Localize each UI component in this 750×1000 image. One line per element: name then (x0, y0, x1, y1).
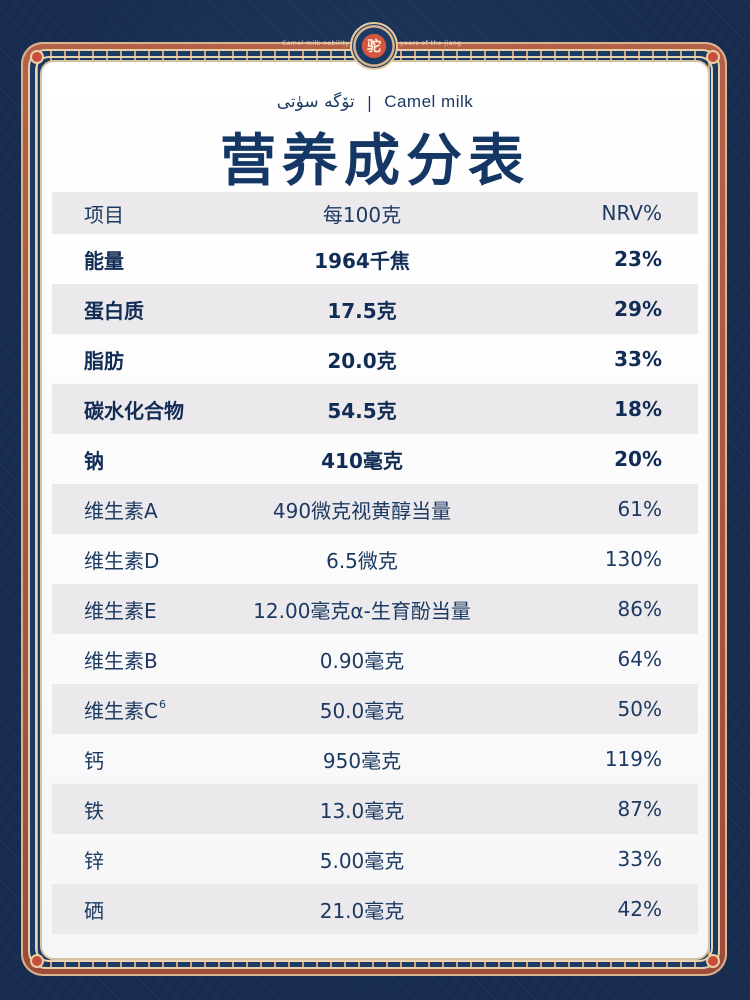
nrv-value: 50% (617, 697, 662, 721)
nutrient-name: 锌 (52, 845, 272, 874)
nutrient-name: 蛋白质 (52, 295, 272, 324)
corner-ornament-icon (706, 954, 720, 968)
nutrient-name: 硒 (52, 895, 272, 924)
nutrient-label: 维生素E (84, 598, 157, 623)
table-row: 钠 410毫克 20% (52, 434, 698, 484)
brand-emblem-icon: 驼 (350, 22, 398, 70)
per-100g-value: 410毫克 (321, 448, 403, 473)
per-100g-value: 21.0毫克 (319, 898, 405, 923)
subtitle-separator: | (366, 92, 373, 112)
table-row: 脂肪 20.0克 33% (52, 334, 698, 384)
nutrient-label: 维生素A (84, 498, 158, 523)
header-per-100g: 每100克 (322, 202, 402, 227)
table-row: 铁 13.0毫克 87% (52, 784, 698, 834)
nutrient-label: 维生素C (84, 698, 158, 723)
nutrient-name: 维生素E (52, 595, 272, 624)
per-100g-value: 50.0毫克 (319, 698, 405, 723)
nrv-value: 64% (617, 647, 662, 671)
nutrient-label: 脂肪 (84, 348, 124, 373)
table-row: 维生素A 490微克视黄醇当量 61% (52, 484, 698, 534)
nutrient-name: 钠 (52, 445, 272, 474)
nutrient-name: 维生素A (52, 495, 272, 524)
table-row: 硒 21.0毫克 42% (52, 884, 698, 934)
nutrition-table: 项目 每100克 NRV% 能量 1964千焦 23% 蛋白质 17.5克 29% 脂肪 20… (52, 192, 698, 934)
nutrient-label: 蛋白质 (84, 298, 144, 323)
per-100g-value: 6.5微克 (326, 548, 398, 573)
table-row: 锌 5.00毫克 33% (52, 834, 698, 884)
per-100g-value: 1964千焦 (314, 248, 410, 273)
corner-ornament-icon (30, 954, 44, 968)
page-title: 营养成分表 (220, 129, 530, 194)
per-100g-value: 950毫克 (322, 748, 402, 773)
nutrient-label: 维生素D (84, 548, 160, 573)
subtitle: تۆگە سۈتى | Camel milk (0, 92, 750, 112)
nutrient-label: 锌 (84, 848, 104, 873)
table-row: 碳水化合物 54.5克 18% (52, 384, 698, 434)
per-100g-value: 490微克视黄醇当量 (272, 498, 452, 523)
nrv-value: 23% (614, 247, 662, 271)
nutrient-label: 硒 (84, 898, 104, 923)
nutrient-name: 维生素C6 (52, 695, 272, 724)
top-caption-right: years of the jiang (400, 40, 462, 47)
nrv-value: 87% (617, 797, 662, 821)
nrv-value: 130% (604, 547, 662, 571)
table-row: 维生素B 0.90毫克 64% (52, 634, 698, 684)
nutrient-label: 钙 (84, 748, 104, 773)
nutrient-name: 能量 (52, 245, 272, 274)
nutrient-label: 铁 (84, 798, 104, 823)
nutrient-name: 钙 (52, 745, 272, 774)
nrv-value: 29% (614, 297, 662, 321)
table-row: 维生素D 6.5微克 130% (52, 534, 698, 584)
per-100g-value: 17.5克 (327, 298, 397, 323)
nutrient-name: 脂肪 (52, 345, 272, 374)
nutrient-label: 碳水化合物 (84, 398, 184, 423)
per-100g-value: 54.5克 (327, 398, 397, 423)
table-row: 钙 950毫克 119% (52, 734, 698, 784)
nrv-value: 33% (614, 347, 662, 371)
top-caption-left: Camel milk nobility (282, 40, 350, 47)
emblem-char: 驼 (367, 39, 381, 55)
nutrient-name: 维生素D (52, 545, 272, 574)
nutrient-name: 碳水化合物 (52, 395, 272, 424)
table-row: 维生素E 12.00毫克α-生育酚当量 86% (52, 584, 698, 634)
per-100g-value: 5.00毫克 (319, 848, 405, 873)
nrv-value: 119% (604, 747, 662, 771)
corner-ornament-icon (30, 50, 44, 64)
nrv-value: 86% (617, 597, 662, 621)
table-row: 能量 1964千焦 23% (52, 234, 698, 284)
nrv-value: 20% (614, 447, 662, 471)
header-item: 项目 (84, 202, 124, 227)
table-row: 蛋白质 17.5克 29% (52, 284, 698, 334)
subtitle-uyghur: تۆگە سۈتى (276, 92, 355, 112)
corner-ornament-icon (706, 50, 720, 64)
per-100g-value: 0.90毫克 (319, 648, 405, 673)
per-100g-value: 12.00毫克α-生育酚当量 (253, 598, 471, 623)
nutrient-label: 能量 (84, 248, 124, 273)
per-100g-value: 20.0克 (327, 348, 397, 373)
nrv-value: 33% (617, 847, 662, 871)
nutrient-name: 维生素B (52, 645, 272, 674)
table-row: 维生素C6 50.0毫克 50% (52, 684, 698, 734)
table-body: 能量 1964千焦 23% 蛋白质 17.5克 29% 脂肪 20.0克 33% 碳水化合物 54.… (52, 234, 698, 934)
nutrient-superscript: 6 (158, 697, 166, 711)
nrv-value: 42% (617, 897, 662, 921)
header-nrv: NRV% (601, 201, 662, 225)
nutrient-name: 铁 (52, 795, 272, 824)
table-header-row: 项目 每100克 NRV% (52, 192, 698, 234)
nutrient-label: 维生素B (84, 648, 158, 673)
per-100g-value: 13.0毫克 (319, 798, 405, 823)
nrv-value: 18% (614, 397, 662, 421)
subtitle-english: Camel milk (384, 92, 474, 111)
nrv-value: 61% (617, 497, 662, 521)
nutrient-label: 钠 (84, 448, 104, 473)
